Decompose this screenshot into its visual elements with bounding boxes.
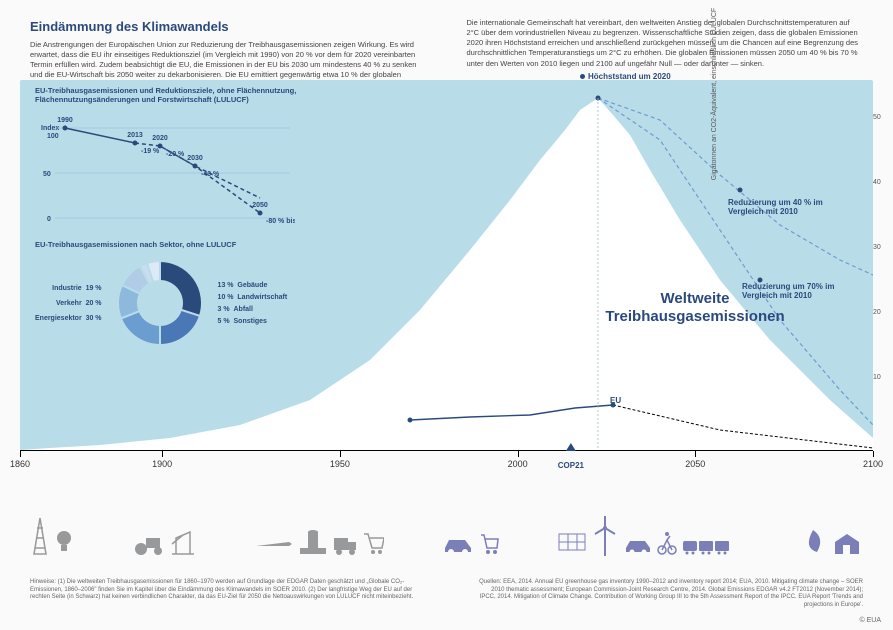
svg-text:-20 %: -20 %	[166, 151, 185, 158]
era-2100-icons	[799, 528, 863, 556]
subchart2-title: EU-Treibhausgasemissionen nach Sektor, o…	[35, 240, 345, 249]
header-right-para: Die internationale Gemeinschaft hat vere…	[467, 18, 864, 69]
svg-text:2013: 2013	[127, 132, 143, 139]
svg-text:2020: 2020	[152, 135, 168, 142]
plane-icon	[254, 536, 294, 556]
svg-text:-19 %: -19 %	[141, 148, 160, 155]
main-chart-title: Weltweite Treibhausgasemissionen	[600, 290, 790, 326]
footnotes: Hinweise: (1) Die weltweiten Treibhausga…	[30, 579, 863, 610]
nuclear-icon	[298, 526, 328, 556]
era-2050-icons	[557, 514, 741, 556]
svg-text:2050: 2050	[252, 202, 268, 209]
era-icons-row	[30, 476, 863, 556]
svg-text:1990: 1990	[57, 117, 73, 124]
right-axis: 50 40 30 20 10 Gigatonnen an CO2-Äquival…	[873, 84, 891, 444]
eu-annot: EU	[610, 396, 621, 405]
svg-text:100: 100	[47, 133, 59, 140]
red40-annot: Reduzierung um 40 % im Vergleich mit 201…	[728, 198, 848, 216]
train-icon	[681, 538, 741, 556]
svg-text:2030: 2030	[187, 155, 203, 162]
donut-svg	[110, 253, 210, 353]
subchart1-svg: Index 100 50 0 1990 2013 -19 % 2020 -20 %203…	[35, 108, 295, 226]
eu-sectors-chart: EU-Treibhausgasemissionen nach Sektor, o…	[35, 240, 345, 380]
index-label: Index	[41, 125, 59, 132]
leaf-icon	[799, 528, 827, 556]
dot-icon	[580, 74, 585, 79]
ev-car-icon	[441, 534, 475, 556]
oil-pump-icon	[170, 526, 196, 556]
footnote-left: Hinweise: (1) Die weltweiten Treibhausga…	[30, 579, 417, 610]
timeline-axis: 186019001950200020502100COP21	[20, 450, 873, 470]
svg-text:-80 % bis -95 %: -80 % bis -95 %	[266, 218, 295, 225]
era-1900-icons	[132, 526, 196, 556]
subchart1-title: EU-Treibhausgasemissionen und Reduktions…	[35, 86, 305, 104]
peak-annot: Höchststand um 2020	[580, 72, 671, 81]
truck-icon	[332, 534, 358, 556]
footnote-right: Quellen: EEA, 2014. Annual EU greenhouse…	[477, 579, 864, 610]
wind-icon	[591, 514, 619, 556]
solar-icon	[557, 530, 587, 556]
era-2000-icons	[441, 532, 499, 556]
tractor-icon	[132, 532, 166, 556]
era-1860-icons	[30, 516, 74, 556]
svg-text:50: 50	[43, 171, 51, 178]
house-icon	[831, 530, 863, 556]
donut-legend-left: Industrie 19 % Verkehr 20 % Energiesekto…	[35, 285, 102, 322]
right-axis-label: Gigatonnen an CO2-Äquivalent, einschließ…	[711, 0, 718, 264]
page-title: Eindämmung des Klimawandels	[30, 18, 427, 36]
cart2-icon	[479, 532, 499, 556]
eu-targets-chart: EU-Treibhausgasemissionen und Reduktions…	[35, 86, 305, 226]
bike-icon	[657, 530, 677, 556]
lightbulb-icon	[54, 528, 74, 556]
ev2-icon	[623, 536, 653, 556]
era-1950-icons	[254, 526, 384, 556]
svg-text:0: 0	[47, 216, 51, 223]
oil-derrick-icon	[30, 516, 50, 556]
copyright: © EUA	[860, 617, 882, 624]
donut-legend-right: 13 % Gebäude 10 % Landwirtschaft 3 % Abf…	[218, 282, 288, 325]
cart-icon	[362, 530, 384, 556]
svg-text:-40 %: -40 %	[201, 171, 220, 178]
